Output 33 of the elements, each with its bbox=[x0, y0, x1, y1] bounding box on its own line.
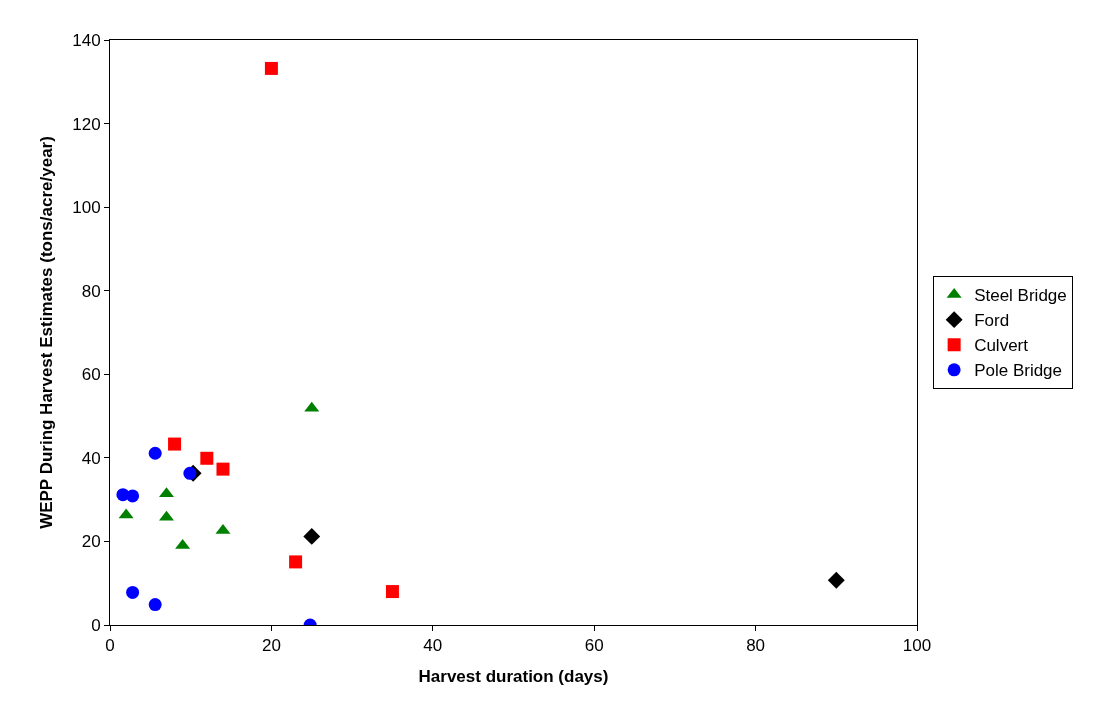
x-tick-label: 80 bbox=[746, 636, 766, 656]
legend-label: Ford bbox=[974, 311, 1010, 331]
x-tick-label: 40 bbox=[423, 636, 443, 656]
x-tick-label: 100 bbox=[902, 636, 932, 656]
point bbox=[200, 451, 214, 465]
y-tick-label: 60 bbox=[81, 365, 101, 385]
legend-label: Pole Bridge bbox=[974, 361, 1063, 381]
point bbox=[126, 585, 140, 599]
y-tick-label: 40 bbox=[81, 448, 101, 468]
point bbox=[216, 462, 230, 476]
point bbox=[183, 466, 197, 480]
y-tick-label: 100 bbox=[72, 198, 101, 218]
y-tick-label: 0 bbox=[91, 615, 101, 635]
point bbox=[168, 437, 182, 451]
x-tick-label: 0 bbox=[105, 636, 115, 656]
point bbox=[827, 571, 845, 589]
x-tick-label: 20 bbox=[261, 636, 281, 656]
y-axis-title: WEPP During Harvest Estimates (tons/acre/year) bbox=[36, 136, 56, 529]
point bbox=[385, 585, 399, 599]
y-tick-label: 120 bbox=[72, 114, 101, 134]
y-tick-label: 140 bbox=[72, 30, 101, 50]
y-tick-label: 20 bbox=[81, 532, 101, 552]
point bbox=[264, 61, 278, 75]
point bbox=[126, 489, 140, 503]
point bbox=[148, 598, 162, 612]
legend-label: Steel Bridge bbox=[974, 286, 1067, 306]
point bbox=[303, 527, 321, 545]
x-axis-title: Harvest duration (days) bbox=[418, 666, 609, 686]
point bbox=[289, 555, 303, 569]
legend-label: Culvert bbox=[974, 336, 1029, 356]
y-tick-label: 80 bbox=[81, 281, 101, 301]
point bbox=[148, 446, 162, 460]
x-tick-label: 60 bbox=[584, 636, 604, 656]
